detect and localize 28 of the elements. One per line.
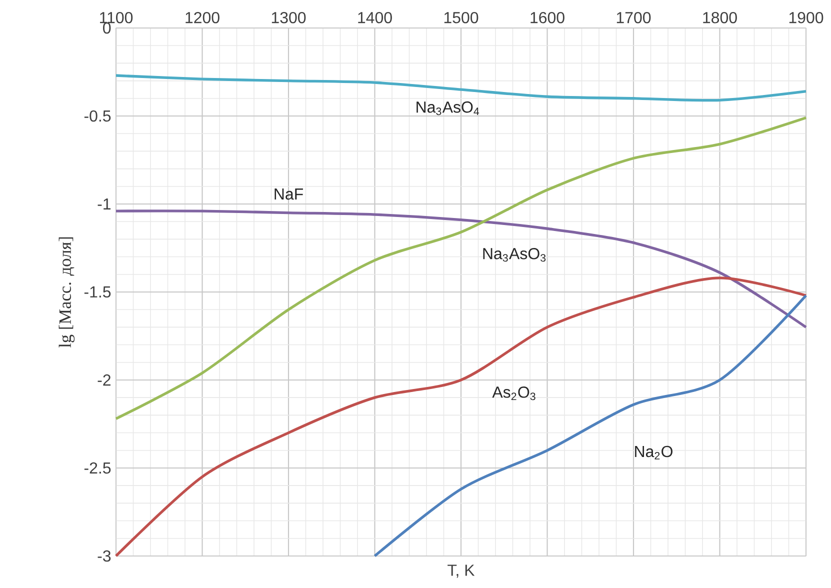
x-tick-label: 1800 <box>703 12 737 24</box>
y-tick-label: -1.5 <box>84 286 111 298</box>
x-axis-title: T, K <box>448 564 475 578</box>
text: Na$_{2}$O <box>635 446 672 460</box>
series-label: Na$_{3}$AsO$_{3}$ <box>483 248 546 262</box>
line-series <box>114 276 808 558</box>
x-tick-label: 1900 <box>789 12 824 24</box>
line-series <box>114 210 808 329</box>
y-tick-label: -3 <box>98 550 111 562</box>
line-series <box>373 294 808 558</box>
x-tick-label: 1100 <box>100 12 133 24</box>
x-tick-label: 1600 <box>530 12 564 24</box>
x-tick-label: 1200 <box>186 12 220 24</box>
line-series <box>114 74 808 102</box>
y-axis-title: lg [Масс. доля] <box>58 237 75 348</box>
series-label: NaF <box>274 188 303 200</box>
x-tick-label: 1700 <box>616 12 651 24</box>
series-label: As$_{2}$O$_{3}$ <box>492 386 536 400</box>
y-tick-label: -2 <box>98 374 110 386</box>
x-tick-label: 1500 <box>444 12 478 24</box>
y-tick-label: -1 <box>98 198 111 210</box>
y-tick-label: -2.5 <box>84 462 111 474</box>
y-tick-label: -0.5 <box>84 110 111 122</box>
x-tick-label: 1400 <box>358 12 392 24</box>
series-label: Na$_{3}$AsO$_{4}$ <box>416 101 480 116</box>
x-tick-label: 1300 <box>272 12 306 24</box>
line-series <box>114 116 808 420</box>
y-tick-label: 0 <box>103 22 111 34</box>
